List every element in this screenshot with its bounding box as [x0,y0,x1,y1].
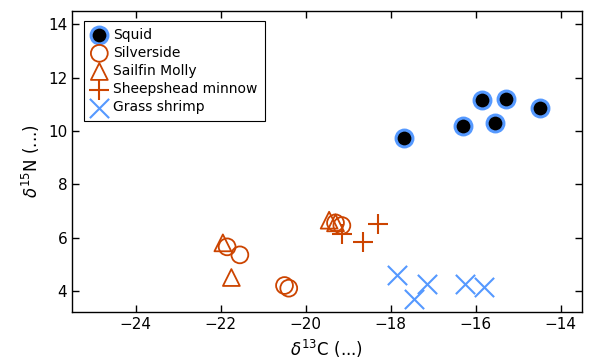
Sailfin Molly [227,275,236,281]
Silverside [235,252,245,258]
Sheepshead minnow [373,221,383,227]
Sheepshead minnow [358,238,368,244]
Grass shrimp [460,281,470,287]
Silverside [223,244,232,250]
Silverside [110,45,119,51]
Sailfin Molly [325,217,334,223]
Sailfin Molly [331,220,340,226]
Squid [478,97,487,103]
Squid [500,96,510,102]
Grass shrimp [392,272,402,278]
Y-axis label: $\delta^{15}$N (...): $\delta^{15}$N (...) [20,125,43,199]
X-axis label: $\delta^{13}$C (...): $\delta^{13}$C (...) [290,338,364,360]
Silverside [284,285,293,291]
Squid [458,123,468,129]
Grass shrimp [422,281,431,287]
Silverside [331,220,340,226]
Silverside [280,283,289,289]
Squid [490,120,500,126]
Sheepshead minnow [337,231,347,236]
Sailfin Molly [218,240,227,246]
Grass shrimp [479,284,489,290]
Squid [535,105,544,111]
Legend: Squid, Silverside, Sailfin Molly, Sheepshead minnow, Grass shrimp: Squid, Silverside, Sailfin Molly, Sheeps… [84,21,265,121]
Grass shrimp [409,296,419,302]
Squid [399,135,409,140]
Silverside [337,223,347,228]
